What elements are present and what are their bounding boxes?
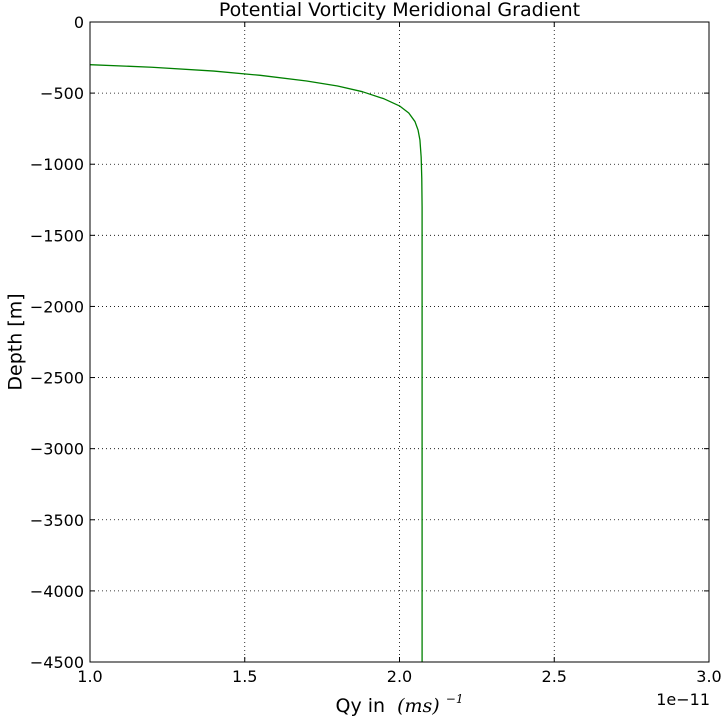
y-tick-label: −500 (40, 84, 84, 103)
y-tick-label: −4500 (30, 653, 84, 672)
series-line (89, 64, 423, 662)
y-tick-label: −2500 (30, 369, 84, 388)
x-tick-label: 2.5 (542, 667, 567, 686)
y-tick-label: −3000 (30, 440, 84, 459)
y-tick-label: −3500 (30, 511, 84, 530)
chart-title: Potential Vorticity Meridional Gradient (219, 0, 580, 21)
y-tick-label: −1500 (30, 226, 84, 245)
x-tick-label: 3.0 (696, 667, 721, 686)
ticks (89, 21, 710, 663)
grid (90, 22, 709, 662)
x-axis-offset-label: 1e−11 (656, 690, 710, 709)
x-axis-title: Qy in (ms) −1 (336, 692, 464, 717)
series-layer (89, 64, 423, 662)
y-tick-label: 0 (74, 13, 84, 32)
y-tick-label: −4000 (30, 582, 84, 601)
x-axis-title-exponent: −1 (446, 692, 464, 706)
y-axis-title: Depth [m] (5, 293, 27, 390)
x-tick-label: 1.0 (77, 667, 102, 686)
x-tick-labels: 1.0 1.5 2.0 2.5 3.0 (77, 667, 721, 686)
x-tick-label: 2.0 (387, 667, 412, 686)
x-tick-label: 1.5 (232, 667, 257, 686)
x-axis-title-math: (ms) (397, 695, 440, 717)
x-axis-title-text: Qy in (336, 695, 386, 717)
y-tick-label: −2000 (30, 297, 84, 316)
y-tick-labels: 0 −500 −1000 −1500 −2000 −2500 −3000 −3500 −4000… (30, 13, 84, 672)
y-tick-label: −1000 (30, 155, 84, 174)
